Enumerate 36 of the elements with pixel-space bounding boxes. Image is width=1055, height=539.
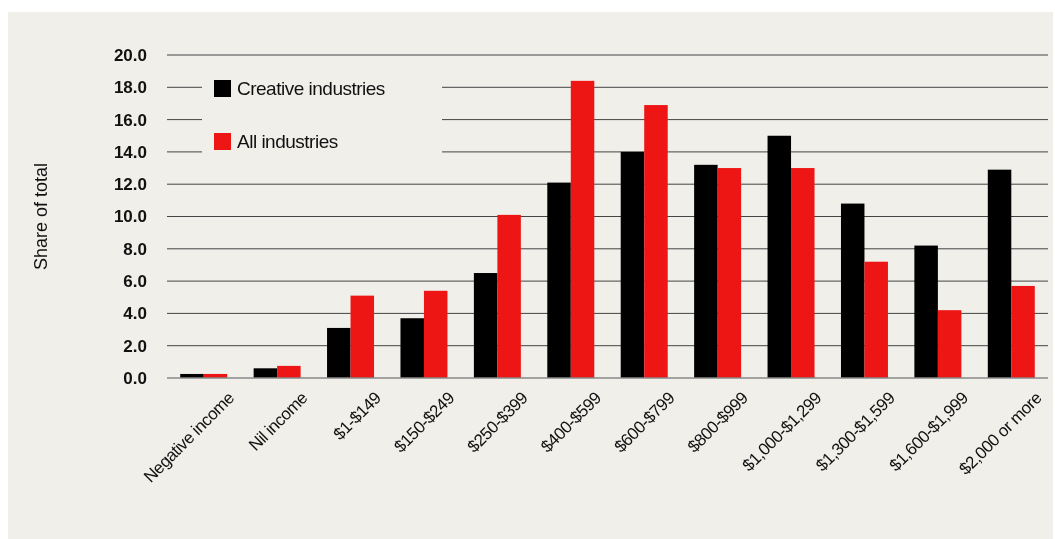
bar xyxy=(644,105,668,378)
bar xyxy=(937,310,962,378)
bar xyxy=(694,164,718,378)
legend-label: All industries xyxy=(237,131,338,152)
bar xyxy=(473,273,498,378)
bar xyxy=(987,169,1012,378)
bar xyxy=(277,365,301,378)
y-axis-title: Share of total xyxy=(31,162,51,271)
bar xyxy=(327,327,351,378)
y-tick-label: 18.0 xyxy=(113,78,147,98)
y-tick-label: 14.0 xyxy=(113,142,147,162)
bar xyxy=(423,290,448,378)
legend-label: Creative industries xyxy=(237,78,385,99)
y-tick-label: 16.0 xyxy=(113,110,147,130)
bar xyxy=(253,368,278,378)
bar xyxy=(350,295,375,378)
bar xyxy=(840,203,865,378)
y-tick-label: 12.0 xyxy=(113,175,147,195)
y-tick-label: 20.0 xyxy=(113,45,147,65)
y-tick-label: 6.0 xyxy=(123,272,147,292)
y-tick-label: 2.0 xyxy=(123,336,147,356)
bar xyxy=(620,151,645,378)
bar xyxy=(791,168,815,378)
bar xyxy=(497,214,521,378)
y-tick-label: 8.0 xyxy=(123,239,147,259)
bar xyxy=(547,182,571,378)
bar xyxy=(400,318,424,378)
bar xyxy=(1011,285,1035,378)
y-tick-label: 4.0 xyxy=(123,304,147,324)
y-tick-label: 0.0 xyxy=(123,368,147,388)
y-tick-label: 10.0 xyxy=(113,207,147,227)
bar xyxy=(570,80,595,378)
bar xyxy=(864,261,888,378)
bar xyxy=(717,168,742,378)
bar xyxy=(914,245,938,378)
bar xyxy=(767,135,792,378)
